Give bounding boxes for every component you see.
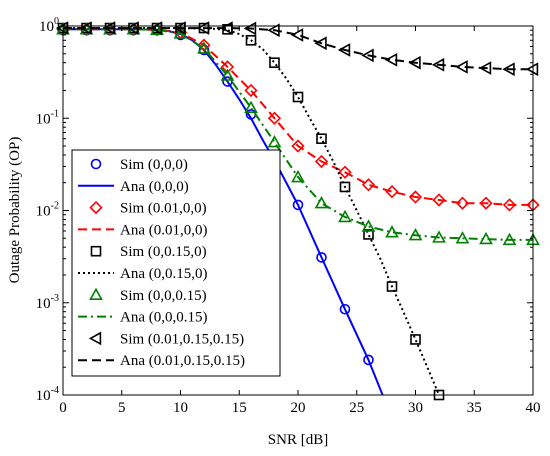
x-tick-label: 25 [349,400,364,416]
legend-swatch [88,331,102,346]
legend-item: Ana (0,0,0) [78,179,189,195]
legend-item: Sim (0.01,0.15,0.15) [88,331,244,347]
data-point [267,111,282,125]
legend-label: Ana (0.01,0.15,0.15) [120,353,245,369]
legend-box [71,149,281,377]
legend: Sim (0,0,0) Ana (0,0,0) Sim (0.01,0,0) Ana … [71,149,281,377]
legend-item: Ana (0.01,0,0) [78,222,207,238]
data-point [339,181,351,193]
x-tick-label: 40 [526,400,541,416]
data-point [291,169,305,183]
data-point [316,133,327,145]
data-point [314,154,329,169]
legend-swatch [89,287,103,301]
data-point [410,334,421,345]
series-line [63,27,533,71]
data-point [220,60,235,74]
legend-label: Ana (0.01,0,0) [120,222,207,238]
x-tick-label: 35 [467,400,482,416]
data-point [338,165,352,179]
legend-item: Sim (0,0,0) [90,157,188,173]
series-9 [63,27,533,71]
data-point [361,219,376,232]
data-point [478,61,492,75]
data-point [314,36,327,51]
data-point [291,139,305,153]
data-point [292,199,304,211]
legend-label: Ana (0,0,0.15) [120,310,207,326]
series-7 [63,28,533,241]
data-point [455,196,470,210]
data-point [269,57,280,69]
data-point [102,21,116,35]
data-point [79,21,92,35]
data-point [455,231,470,244]
legend-label: Sim (0.01,0,0) [120,201,207,217]
data-point [292,91,304,103]
data-point [525,62,539,77]
data-point [432,193,446,207]
data-point [197,41,211,54]
data-point [173,21,186,35]
x-tick-label: 30 [408,400,423,416]
data-point [386,281,398,292]
legend-item: Ana (0.01,0.15,0.15) [78,353,245,369]
legend-label: Sim (0,0,0) [120,157,188,173]
data-point [337,43,351,57]
y-tick-label: 10-4 [36,385,59,404]
x-tick-label: 0 [59,400,67,416]
data-point [316,252,327,263]
data-point [408,55,421,70]
y-tick-label: 10-1 [36,108,59,127]
data-point [245,34,257,46]
x-tick-label: 10 [173,400,188,416]
y-tick-label: 100 [39,16,59,35]
x-axis-label: SNR [dB] [268,432,328,448]
data-point [363,229,374,240]
series-line [63,28,533,241]
legend-label: Ana (0,0.15,0) [120,266,207,282]
legend-label: Sim (0,0,0.15) [120,288,207,304]
axes-layer: 0 5 10 15 20 25 30 35 40 100 10-1 10-2 10-3 10-4 [36,16,541,416]
y-axis-label: Outage Probability (OP) [7,137,23,284]
legend-label: Ana (0,0,0) [120,179,189,195]
x-tick-label: 20 [291,400,306,416]
data-point [339,303,351,315]
data-point [314,196,329,209]
legend-item: Sim (0,0.15,0) [90,244,207,260]
legend-label: Sim (0.01,0.15,0.15) [120,331,244,347]
y-tick-label: 10-2 [36,201,59,220]
legend-item: Sim (0.01,0,0) [89,200,207,217]
x-tick-label: 5 [118,400,126,416]
data-point [244,100,258,113]
data-point [479,196,493,210]
legend-swatch [89,200,103,215]
legend-item: Sim (0,0,0.15) [89,287,207,304]
data-point [222,76,233,87]
data-point [502,198,517,212]
y-tick-label: 10-3 [36,293,59,312]
legend-label: Sim (0,0.15,0) [120,244,207,260]
x-tick-label: 15 [232,400,247,416]
data-point [267,135,282,148]
series-layer [55,21,540,401]
data-point [290,28,304,42]
data-point [244,83,258,98]
legend-swatch [90,245,102,257]
legend-item: Ana (0,0,0.15) [78,310,207,326]
data-point [363,354,374,366]
data-point [220,68,235,81]
legend-item: Ana (0,0.15,0) [78,266,207,282]
legend-swatch [90,158,102,170]
